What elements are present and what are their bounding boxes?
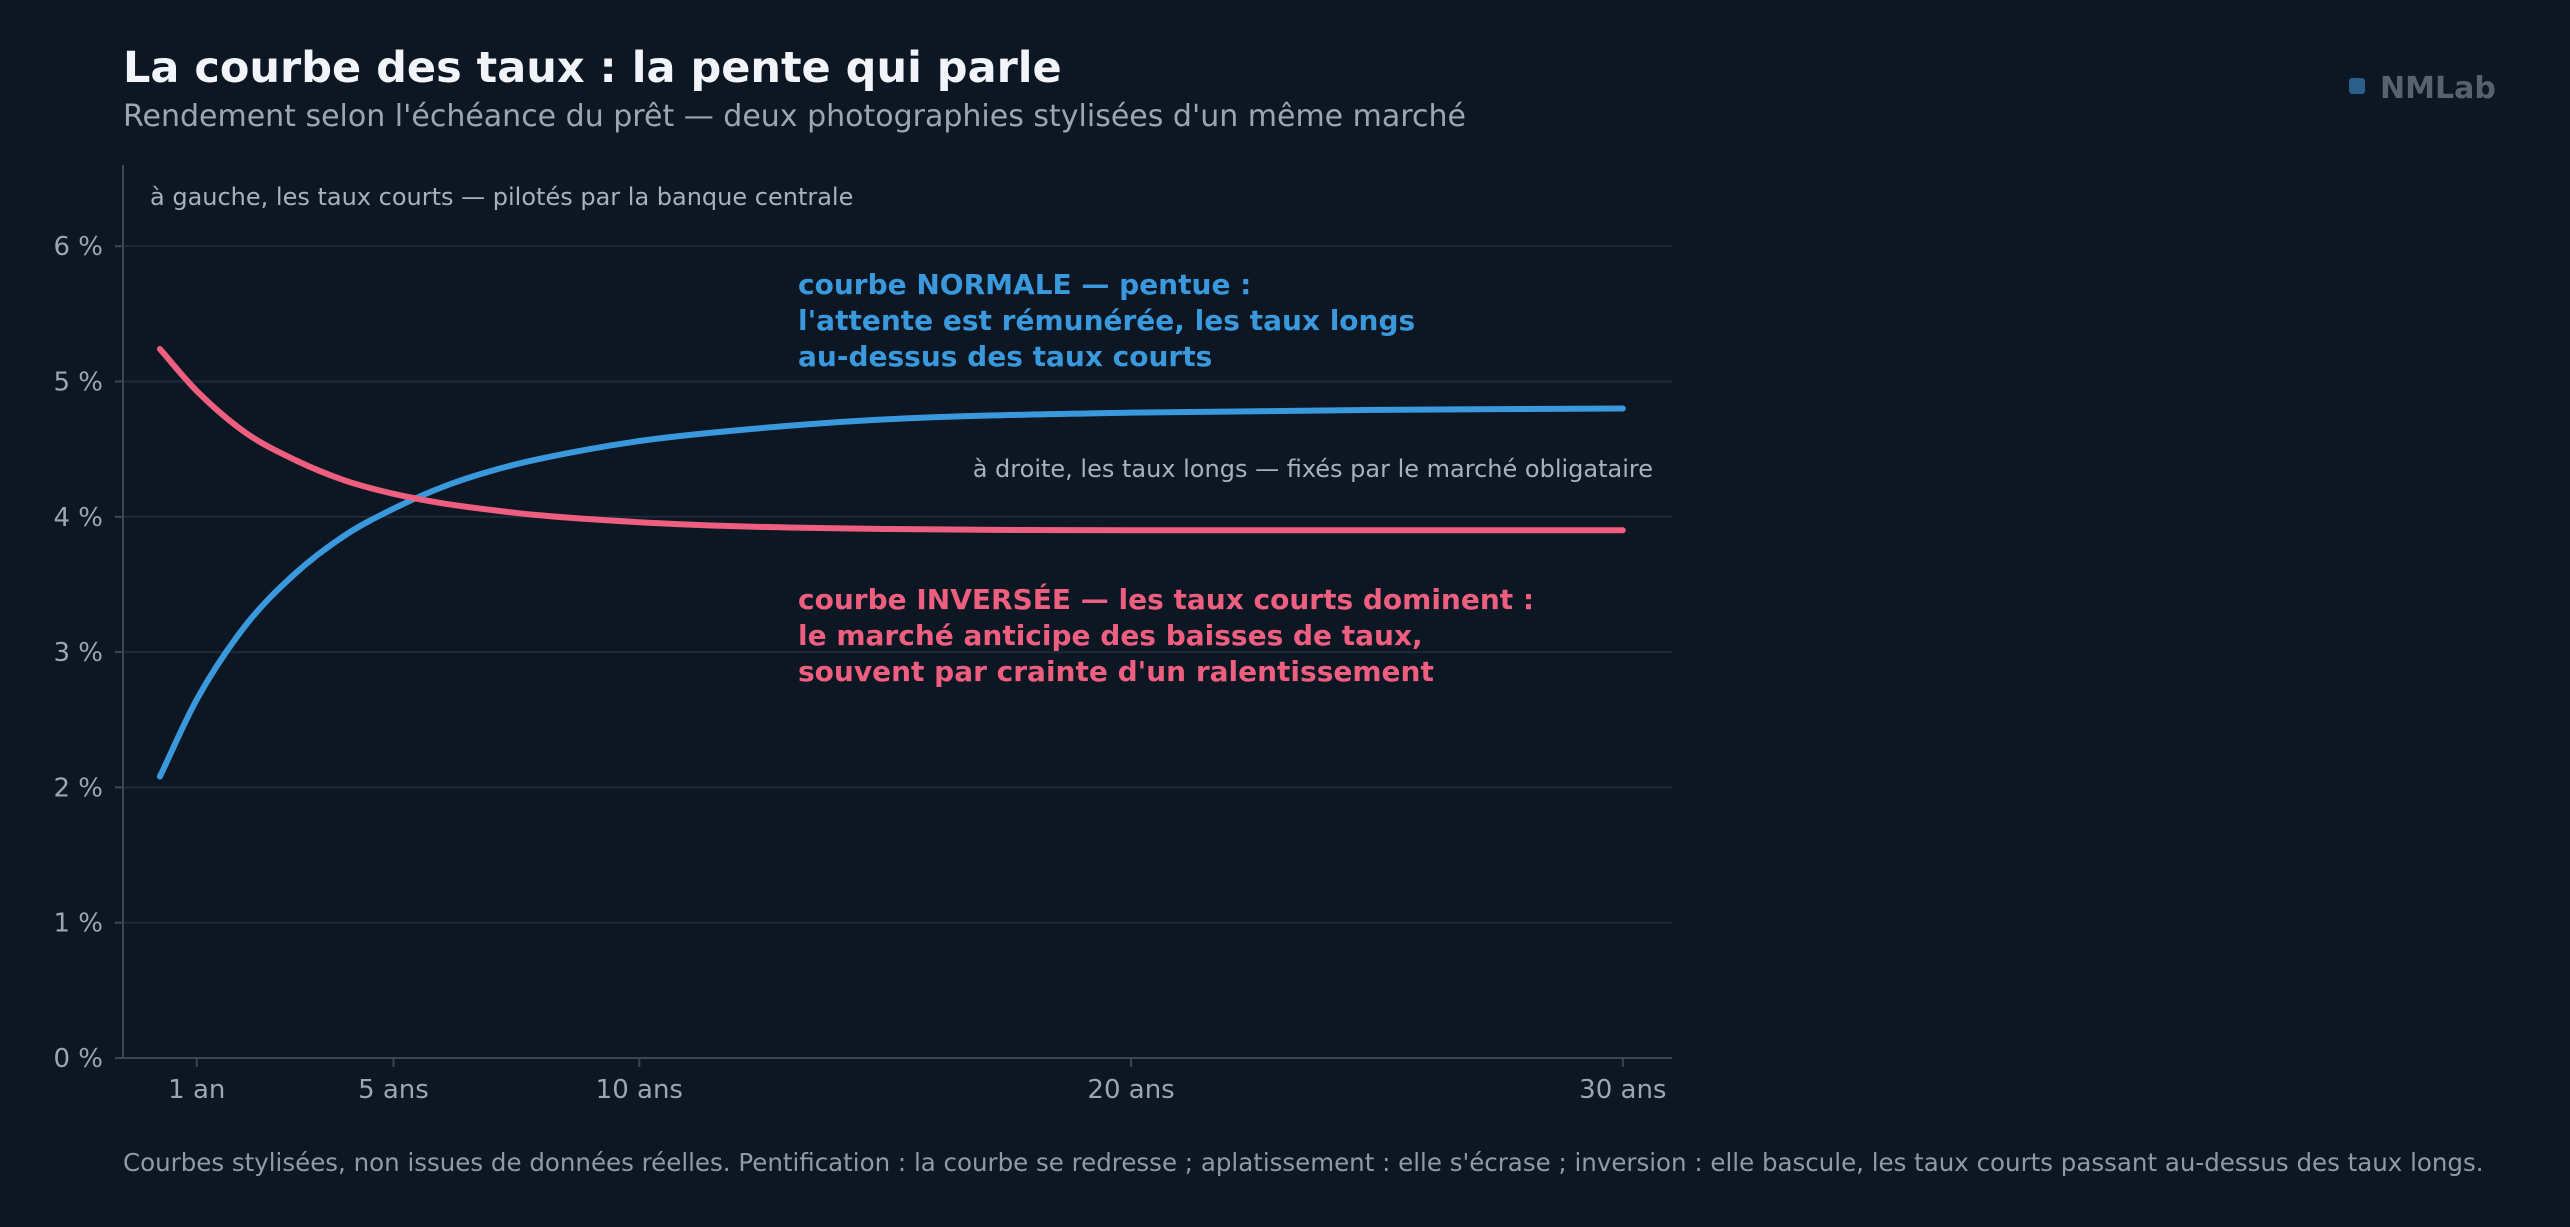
annotation-inverted-line: le marché anticipe des baisses de taux, — [798, 619, 1423, 652]
square-logo-icon — [2349, 78, 2365, 94]
brand-label: NMLab — [2380, 71, 2496, 106]
annotation-inverted-line: courbe INVERSÉE — les taux courts domine… — [798, 582, 1534, 616]
annotation-normal-line: au-dessus des taux courts — [798, 340, 1212, 373]
note-short-rates: à gauche, les taux courts — pilotés par … — [150, 183, 853, 211]
y-tick-label: 5 % — [53, 367, 103, 397]
annotation-normal: courbe NORMALE — pentue : l'attente est … — [798, 268, 1415, 373]
annotation-inverted: courbe INVERSÉE — les taux courts domine… — [798, 582, 1534, 688]
chart-subtitle: Rendement selon l'échéance du prêt — deu… — [123, 99, 1466, 134]
y-tick-label: 4 % — [53, 503, 103, 533]
footer-note: Courbes stylisées, non issues de données… — [123, 1148, 2484, 1177]
x-tick-label: 20 ans — [1087, 1075, 1174, 1105]
y-tick-label: 1 % — [53, 909, 103, 939]
y-tick-label: 3 % — [53, 638, 103, 668]
series-group — [156, 346, 1626, 780]
chart-title: La courbe des taux : la pente qui parle — [123, 43, 1062, 93]
x-tick-label: 10 ans — [596, 1075, 683, 1105]
y-tick-label: 2 % — [53, 773, 103, 803]
series-line-inverted — [156, 346, 1626, 534]
y-axis-ticks: 0 % 1 % 2 % 3 % 4 % 5 % 6 % — [53, 232, 123, 1074]
x-tick-label: 30 ans — [1579, 1075, 1666, 1105]
annotation-normal-line: l'attente est rémunérée, les taux longs — [798, 304, 1415, 337]
annotation-normal-line: courbe NORMALE — pentue : — [798, 268, 1251, 301]
y-tick-label: 0 % — [53, 1044, 103, 1074]
series-line-normal — [156, 405, 1626, 780]
x-tick-label: 1 an — [168, 1075, 225, 1105]
brand-logo: NMLab — [2349, 71, 2496, 106]
x-axis-ticks: 1 an 5 ans 10 ans 20 ans 30 ans — [168, 1058, 1666, 1105]
y-tick-label: 6 % — [53, 232, 103, 262]
note-long-rates: à droite, les taux longs — fixés par le … — [973, 455, 1653, 483]
annotation-inverted-line: souvent par crainte d'un ralentissement — [798, 655, 1434, 688]
x-tick-label: 5 ans — [358, 1075, 429, 1105]
